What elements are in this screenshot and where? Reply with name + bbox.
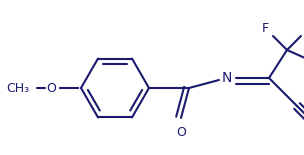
Text: O: O (46, 82, 56, 95)
Text: F: F (261, 22, 268, 35)
Text: O: O (176, 126, 186, 139)
Text: CH₃: CH₃ (6, 82, 29, 95)
Text: N: N (222, 71, 232, 85)
